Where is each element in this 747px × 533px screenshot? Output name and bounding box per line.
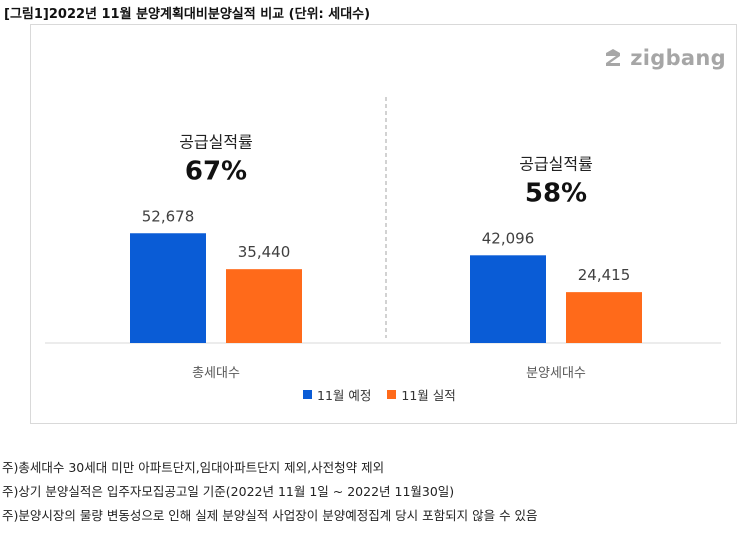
footnote: 주)분양시장의 물량 변동성으로 인해 실제 분양실적 사업장이 분양예정집계 …: [2, 508, 538, 523]
annotation-label: 공급실적률: [519, 154, 593, 173]
legend-item-actual: 11월 실적: [387, 385, 456, 404]
legend: 11월 예정 11월 실적: [303, 385, 456, 404]
footnote: 주)상기 분양실적은 입주자모집공고일 기준(2022년 11월 1일 ~ 20…: [2, 484, 455, 499]
legend-swatch-actual: [387, 390, 397, 399]
footnote: 주)총세대수 30세대 미만 아파트단지,임대아파트단지 제외,사전청약 제외: [2, 460, 385, 475]
data-label: 35,440: [238, 243, 291, 261]
legend-label-actual: 11월 실적: [401, 388, 456, 403]
bar: [470, 255, 546, 343]
data-label: 42,096: [482, 229, 535, 247]
chart-frame: zigbang 52,678 35,440 총세대수 공급실적률 67% 42,096 24…: [30, 24, 737, 424]
data-label: 52,678: [142, 207, 195, 225]
logo-text: zigbang: [630, 46, 726, 70]
bar: [566, 292, 642, 343]
bar: [130, 233, 206, 343]
zigbang-logo-icon: [606, 49, 621, 66]
legend-label-planned: 11월 예정: [317, 388, 372, 403]
annotation-value: 67%: [185, 156, 247, 186]
legend-swatch-planned: [303, 390, 312, 399]
data-label: 24,415: [578, 266, 631, 284]
footnotes: 주)총세대수 30세대 미만 아파트단지,임대아파트단지 제외,사전청약 제외 …: [2, 458, 538, 530]
annotation-value: 58%: [525, 178, 587, 208]
category-label: 총세대수: [192, 366, 240, 381]
annotation-label: 공급실적률: [179, 132, 253, 151]
legend-item-planned: 11월 예정: [303, 385, 371, 404]
figure-title: [그림1]2022년 11월 분양계획대비분양실적 비교 (단위: 세대수): [4, 7, 371, 22]
category-label: 분양세대수: [526, 366, 586, 381]
bar-chart: 52,678 35,440 총세대수 공급실적률 67% 42,096 24,415 분양세대…: [45, 97, 721, 381]
zigbang-logo: zigbang: [602, 45, 726, 71]
bar: [226, 269, 302, 343]
